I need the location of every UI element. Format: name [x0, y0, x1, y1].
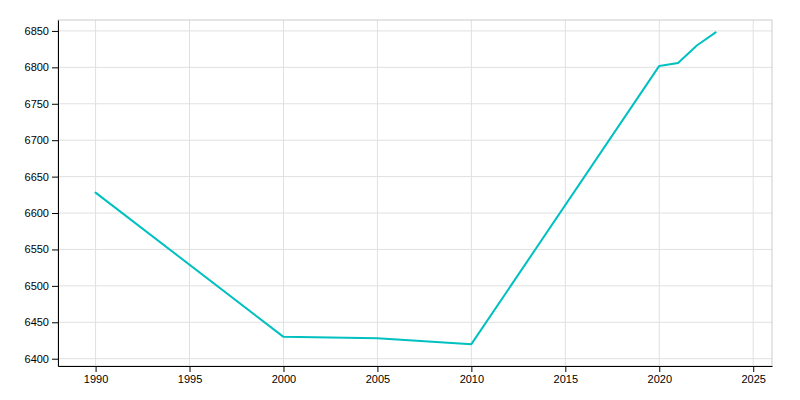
y-tick-mark: [52, 67, 58, 68]
y-grid-line: [58, 285, 772, 286]
y-tick-label: 6750: [25, 98, 49, 110]
y-tick: 6600: [25, 207, 58, 219]
plot-frame: [58, 20, 772, 366]
y-tick: 6750: [25, 98, 58, 110]
y-tick-mark: [52, 140, 58, 141]
x-tick-mark: [659, 366, 660, 372]
y-tick-label: 6800: [25, 61, 49, 73]
x-grid-line: [471, 20, 472, 366]
data-line: [96, 32, 716, 344]
x-tick-mark: [753, 366, 754, 372]
y-grid-line: [58, 249, 772, 250]
y-tick-label: 6650: [25, 171, 49, 183]
x-tick-label: 2020: [648, 373, 672, 385]
x-tick: 2020: [648, 366, 672, 385]
x-tick-mark: [471, 366, 472, 372]
y-tick-mark: [52, 104, 58, 105]
y-tick-mark: [52, 213, 58, 214]
x-tick-mark: [96, 366, 97, 372]
y-tick: 6800: [25, 61, 58, 73]
y-tick-label: 6550: [25, 243, 49, 255]
x-grid-line: [283, 20, 284, 366]
y-grid-line: [58, 358, 772, 359]
y-tick-label: 6850: [25, 25, 49, 37]
y-axis-line: [58, 21, 59, 367]
y-grid-line: [58, 176, 772, 177]
x-tick: 2015: [554, 366, 578, 385]
x-tick: 1995: [178, 366, 202, 385]
y-grid-line: [58, 140, 772, 141]
x-grid-line: [659, 20, 660, 366]
y-grid-line: [58, 103, 772, 104]
y-tick-mark: [52, 322, 58, 323]
y-tick-mark: [52, 249, 58, 250]
y-tick-label: 6500: [25, 280, 49, 292]
x-tick-label: 1990: [84, 373, 108, 385]
x-tick-mark: [565, 366, 566, 372]
grid: [58, 20, 772, 366]
x-grid-line: [565, 20, 566, 366]
x-tick-label: 2005: [366, 373, 390, 385]
marks: [96, 32, 716, 344]
y-tick: 6850: [25, 25, 58, 37]
y-grid-line: [58, 67, 772, 68]
y-tick: 6400: [25, 353, 58, 365]
x-grid-line: [753, 20, 754, 366]
x-tick-mark: [283, 366, 284, 372]
y-grid-line: [58, 213, 772, 214]
x-tick: 1990: [84, 366, 108, 385]
y-tick-label: 6400: [25, 353, 49, 365]
y-tick-mark: [52, 31, 58, 32]
x-tick-mark: [377, 366, 378, 372]
x-tick-label: 2000: [272, 373, 296, 385]
y-tick-label: 6700: [25, 134, 49, 146]
y-tick-mark: [52, 359, 58, 360]
x-tick: 2025: [741, 366, 765, 385]
x-grid-line: [377, 20, 378, 366]
y-tick: 6500: [25, 280, 58, 292]
y-axis: 6400 6450 6500 6550 6600 6650 6700 6750 6800 6850: [25, 21, 59, 367]
chart: 1990 1995 2000 2005 2010 2015 2020 2025 6400 6450…: [0, 0, 800, 400]
x-grid-line: [189, 20, 190, 366]
y-grid-line: [58, 30, 772, 31]
y-tick: 6550: [25, 243, 58, 255]
plot-area: 1990 1995 2000 2005 2010 2015 2020 2025 6400 6450…: [25, 20, 773, 385]
y-tick-label: 6450: [25, 316, 49, 328]
x-tick: 2000: [272, 366, 296, 385]
x-tick: 2005: [366, 366, 390, 385]
y-grid-line: [58, 322, 772, 323]
y-tick-label: 6600: [25, 207, 49, 219]
y-tick: 6650: [25, 171, 58, 183]
x-tick-mark: [190, 366, 191, 372]
x-tick-label: 2015: [554, 373, 578, 385]
x-tick-label: 2025: [741, 373, 765, 385]
y-tick: 6700: [25, 134, 58, 146]
x-tick-label: 2010: [460, 373, 484, 385]
y-tick-mark: [52, 177, 58, 178]
x-axis-line: [59, 366, 773, 367]
y-tick: 6450: [25, 316, 58, 328]
x-axis: 1990 1995 2000 2005 2010 2015 2020 2025: [59, 366, 773, 385]
x-tick: 2010: [460, 366, 484, 385]
x-tick-label: 1995: [178, 373, 202, 385]
y-tick-mark: [52, 286, 58, 287]
